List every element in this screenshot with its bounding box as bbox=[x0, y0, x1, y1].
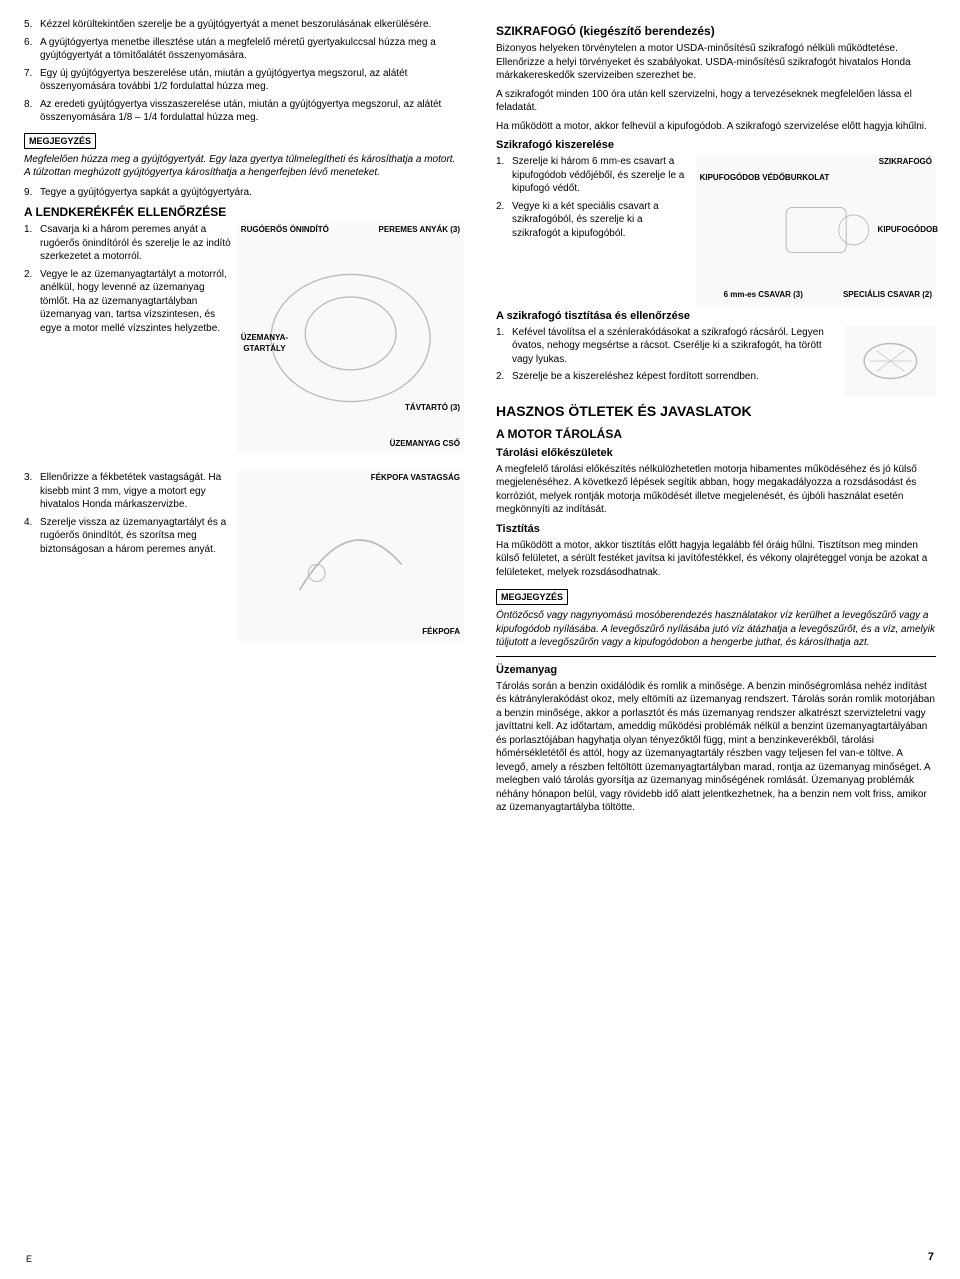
paragraph: Bizonyos helyeken törvénytelen a motor U… bbox=[496, 42, 936, 83]
step-num: 4. bbox=[24, 516, 40, 557]
fig-label: FÉKPOFA bbox=[422, 627, 460, 638]
paragraph: Ha működött a motor, akkor felhevül a ki… bbox=[496, 120, 936, 134]
brake-figure: FÉKPOFA VASTAGSÁG FÉKPOFA bbox=[237, 471, 464, 641]
fig-label: ÜZEMANYA- GTARTÁLY bbox=[241, 333, 288, 355]
step-text: Vegye le az üzemanyagtartályt a motorról… bbox=[40, 268, 231, 336]
step-num: 6. bbox=[24, 36, 40, 63]
paragraph: A megfelelő tárolási előkészítés nélkülö… bbox=[496, 463, 936, 517]
step-num: 1. bbox=[24, 223, 40, 264]
step-text: Szerelje ki három 6 mm-es csavart a kipu… bbox=[512, 155, 690, 196]
muffler-figure: SZIKRAFOGÓ KIPUFOGÓDOB VÉDŐBURKOLAT KIPU… bbox=[696, 155, 936, 305]
page-footer-left: E bbox=[26, 1253, 32, 1265]
step-num: 1. bbox=[496, 326, 512, 367]
cleaning-check-heading: A szikrafogó tisztítása és ellenőrzése bbox=[496, 309, 936, 324]
fuel-heading: Üzemanyag bbox=[496, 663, 936, 678]
step-text: Az eredeti gyújtógyertya visszaszerelése… bbox=[40, 98, 464, 125]
fig-label: KIPUFOGÓDOB bbox=[878, 225, 938, 236]
paragraph: A szikrafogót minden 100 óra után kell s… bbox=[496, 88, 936, 115]
fig-label: TÁVTARTÓ (3) bbox=[405, 403, 460, 414]
step-num: 3. bbox=[24, 471, 40, 512]
divider bbox=[496, 656, 936, 657]
fig-label: 6 mm-es CSAVAR (3) bbox=[724, 290, 803, 301]
step-text: A gyújtógyertya menetbe illesztése után … bbox=[40, 36, 464, 63]
storage-heading: A MOTOR TÁROLÁSA bbox=[496, 426, 936, 442]
step-num: 2. bbox=[496, 370, 512, 384]
step-text: Kefével távolítsa el a szénlerakódásokat… bbox=[512, 326, 839, 367]
step-text: Vegye ki a két speciális csavart a szikr… bbox=[512, 200, 690, 241]
step-text: Csavarja ki a három peremes anyát a rugó… bbox=[40, 223, 231, 264]
step-text: Kézzel körültekintően szerelje be a gyúj… bbox=[40, 18, 464, 32]
note-body: Öntözőcső vagy nagynyomású mosóberendezé… bbox=[496, 609, 936, 650]
step-num: 8. bbox=[24, 98, 40, 125]
paragraph: Ha működött a motor, akkor tisztítás elő… bbox=[496, 539, 936, 580]
fig-label: KIPUFOGÓDOB VÉDŐBURKOLAT bbox=[700, 173, 830, 184]
note-label: MEGJEGYZÉS bbox=[496, 589, 568, 605]
step-num: 1. bbox=[496, 155, 512, 196]
mesh-figure bbox=[845, 326, 936, 396]
note-body: Megfelelően húzza meg a gyújtógyertyát. … bbox=[24, 153, 464, 180]
cleaning-heading: Tisztítás bbox=[496, 522, 936, 537]
removal-heading: Szikrafogó kiszerelése bbox=[496, 138, 936, 153]
step-text: Tegye a gyújtógyertya sapkát a gyújtógye… bbox=[40, 186, 464, 200]
tips-heading: HASZNOS ÖTLETEK ÉS JAVASLATOK bbox=[496, 402, 936, 421]
fig-label: SPECIÁLIS CSAVAR (2) bbox=[843, 290, 932, 301]
flywheel-heading: A LENDKERÉKFÉK ELLENŐRZÉSE bbox=[24, 204, 464, 220]
step-text: Egy új gyújtógyertya beszerelése után, m… bbox=[40, 67, 464, 94]
fig-label: SZIKRAFOGÓ bbox=[879, 157, 932, 168]
fig-label: ÜZEMANYAG CSŐ bbox=[390, 439, 460, 450]
brake-diagram-icon bbox=[237, 471, 464, 641]
step-text: Szerelje be a kiszereléshez képest fordí… bbox=[512, 370, 839, 384]
fig-label: PEREMES ANYÁK (3) bbox=[379, 225, 461, 236]
spark-plug-steps: 5.Kézzel körültekintően szerelje be a gy… bbox=[24, 18, 464, 125]
fig-label: FÉKPOFA VASTAGSÁG bbox=[371, 473, 460, 484]
page-footer-right: 7 bbox=[928, 1250, 934, 1265]
mesh-icon bbox=[845, 326, 936, 396]
flywheel-figure: RUGÓERŐS ÖNINDÍTÓ PEREMES ANYÁK (3) ÜZEM… bbox=[237, 223, 464, 453]
fig-label: RUGÓERŐS ÖNINDÍTÓ bbox=[241, 225, 329, 236]
step-num: 2. bbox=[496, 200, 512, 241]
right-column: SZIKRAFOGÓ (kiegészítő berendezés) Bizon… bbox=[488, 18, 936, 1261]
step-num: 9. bbox=[24, 186, 40, 200]
step-num: 2. bbox=[24, 268, 40, 336]
prep-heading: Tárolási előkészületek bbox=[496, 446, 936, 461]
paragraph: Tárolás során a benzin oxidálódik és rom… bbox=[496, 680, 936, 815]
step-text: Ellenőrizze a fékbetétek vastagságát. Ha… bbox=[40, 471, 231, 512]
spark-arrester-heading: SZIKRAFOGÓ (kiegészítő berendezés) bbox=[496, 23, 936, 39]
step-num: 7. bbox=[24, 67, 40, 94]
note-label: MEGJEGYZÉS bbox=[24, 133, 96, 149]
left-column: 5.Kézzel körültekintően szerelje be a gy… bbox=[24, 18, 472, 1261]
step-text: Szerelje vissza az üzemanyagtartályt és … bbox=[40, 516, 231, 557]
step-num: 5. bbox=[24, 18, 40, 32]
